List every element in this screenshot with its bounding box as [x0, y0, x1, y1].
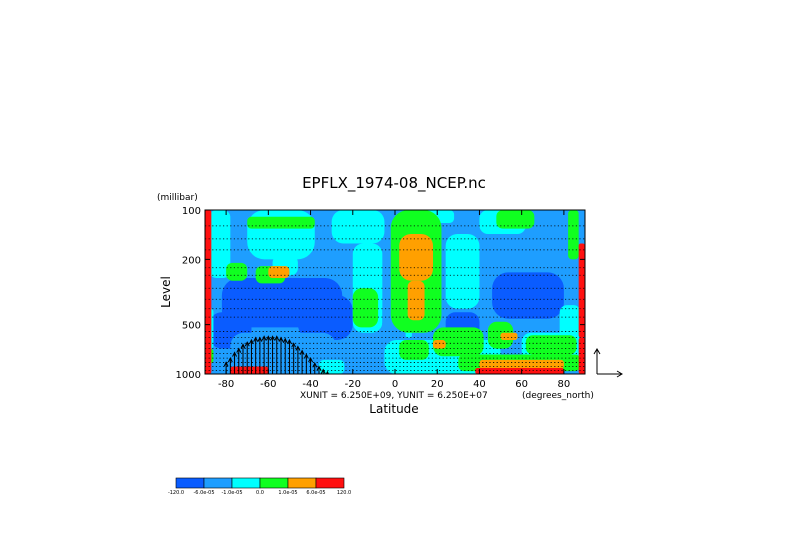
y-tick-label: 1000 — [176, 370, 201, 381]
contour-region — [578, 337, 585, 374]
flux-vector-head — [316, 365, 322, 371]
flux-vector-head — [325, 370, 330, 374]
contour-region — [492, 272, 564, 319]
x-tick-label: -20 — [345, 379, 361, 390]
colorbar-label: 1.0e-05 — [278, 490, 297, 496]
flux-vector-head — [270, 335, 276, 341]
flux-vector-head — [257, 336, 263, 342]
ref-arrow-y-head — [593, 348, 601, 355]
contour-region — [230, 332, 336, 372]
flux-vector-head — [299, 349, 305, 355]
contour-region — [399, 233, 433, 281]
flux-vector-head — [303, 353, 309, 359]
ref-arrow-x-head — [616, 370, 623, 378]
y-axis-units: (millibar) — [157, 193, 198, 203]
contour-region — [399, 339, 429, 360]
contour-region — [433, 327, 484, 357]
flux-vector-head — [223, 361, 229, 367]
colorbar-swatch — [175, 477, 205, 489]
x-tick-label: 60 — [515, 379, 528, 390]
colorbar-swatch — [231, 477, 261, 489]
contour-region — [578, 243, 585, 338]
contour-region — [475, 368, 564, 374]
flux-vector-head — [248, 338, 254, 345]
contour-region — [479, 359, 564, 369]
flux-vector-head — [261, 335, 267, 341]
flux-vector-head — [232, 351, 238, 357]
x-tick-label: 20 — [431, 379, 444, 390]
y-tick-label: 100 — [182, 206, 201, 217]
colorbar-label: -6.0e-05 — [194, 490, 215, 496]
colorbar-label: -120.0 — [168, 490, 184, 496]
colorbar-label: 6.0e-05 — [306, 490, 325, 496]
x-tick-label: 80 — [558, 379, 571, 390]
flux-vector-head — [291, 342, 297, 348]
flux-vector-head — [278, 336, 284, 342]
contour-region — [568, 210, 579, 260]
chart-title: EPFLX_1974-08_NCEP.nc — [302, 174, 486, 193]
colorbar-swatch — [315, 477, 345, 489]
contour-region — [445, 233, 480, 309]
flux-vector-head — [286, 338, 292, 345]
contour-region — [496, 210, 535, 229]
flux-vector-head — [265, 335, 271, 341]
flux-vector-head — [227, 356, 233, 363]
contour-region — [226, 262, 248, 281]
contour-region — [525, 335, 577, 355]
flux-vector-head — [308, 356, 314, 363]
flux-vector-head — [274, 335, 280, 341]
flux-vector-head — [236, 347, 242, 353]
contour-region — [487, 321, 514, 349]
y-tick-label: 200 — [182, 255, 201, 266]
flux-vector-head — [240, 343, 246, 349]
x-tick-label: -60 — [260, 379, 276, 390]
contour-region — [247, 216, 315, 229]
reference-arrow — [593, 348, 623, 378]
x-axis-units: (degrees_north) — [522, 391, 594, 401]
plot-area — [205, 210, 585, 374]
axes: -80 -60 -40 -20 0 20 40 60 80 100 200 500 1000 — [176, 206, 586, 390]
contour-region — [268, 266, 290, 279]
contour-region — [500, 332, 518, 340]
colorbar: -120.0 -6.0e-05 -1.0e-05 0.0 1.0e-05 6.0e-05 1… — [168, 477, 351, 496]
flux-vector-head — [320, 368, 326, 374]
x-tick-label: 0 — [392, 379, 398, 390]
flux-vector-head — [244, 341, 250, 347]
y-tick-label: 500 — [182, 321, 201, 332]
unit-note: XUNIT = 6.250E+09, YUNIT = 6.250E+07 — [300, 391, 488, 401]
x-tick-label: -80 — [218, 379, 234, 390]
colorbar-swatch — [203, 477, 233, 489]
contour-region — [407, 280, 425, 321]
colorbar-label: 120.0 — [337, 490, 351, 496]
contour-region — [331, 210, 385, 244]
colorbar-label: -1.0e-05 — [222, 490, 243, 496]
contour-region — [433, 339, 446, 349]
flux-vector-head — [282, 337, 288, 344]
flux-vector-head — [312, 362, 318, 368]
colorbar-label: 0.0 — [256, 490, 264, 496]
x-axis-label: Latitude — [369, 402, 418, 416]
flux-vector-head — [295, 345, 301, 351]
flux-vector-head — [253, 336, 259, 342]
contour-region — [297, 295, 353, 340]
contour-region — [209, 210, 231, 279]
x-tick-label: 40 — [473, 379, 486, 390]
colorbar-swatch — [259, 477, 289, 489]
x-tick-label: -40 — [302, 379, 318, 390]
contour-region — [352, 288, 379, 328]
y-axis-label: Level — [159, 276, 173, 308]
contour-region — [319, 359, 345, 374]
contour-region — [205, 210, 212, 374]
colorbar-swatch — [287, 477, 317, 489]
